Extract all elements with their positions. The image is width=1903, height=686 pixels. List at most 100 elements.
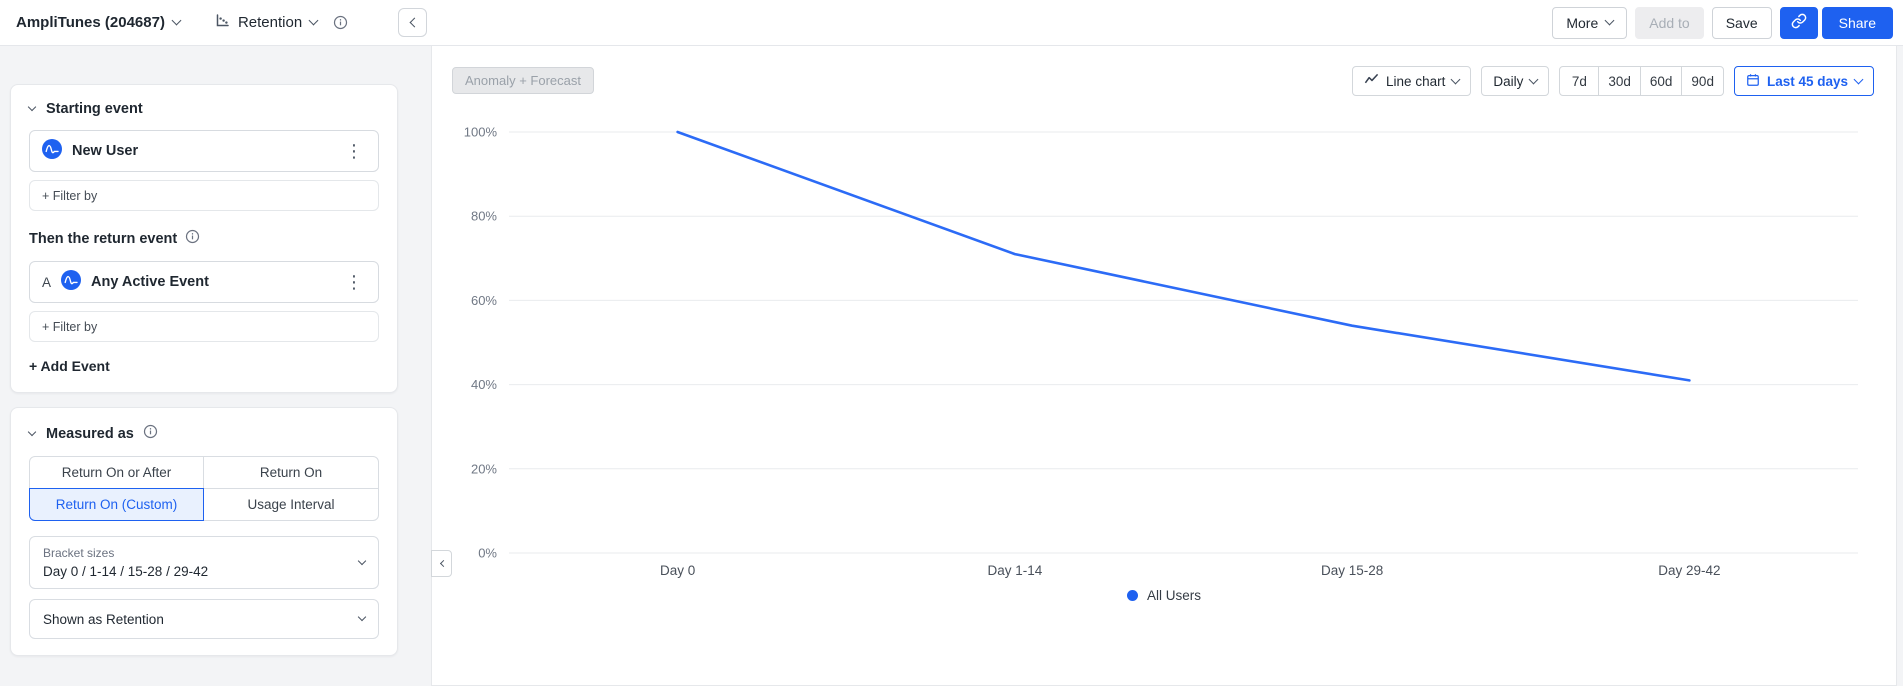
chevron-down-icon <box>357 612 367 622</box>
y-axis-tick-label: 0% <box>478 546 497 561</box>
save-button[interactable]: Save <box>1711 6 1772 39</box>
x-axis-tick-label: Day 1-14 <box>987 563 1042 578</box>
filter-by-label: + Filter by <box>42 319 98 334</box>
x-axis-tick-label: Day 0 <box>660 563 695 578</box>
add-event-button[interactable]: + Add Event <box>29 358 110 374</box>
analysis-type-label: Retention <box>237 14 303 31</box>
chevron-down-icon <box>1528 74 1539 84</box>
chart-type-label: Line chart <box>1386 73 1446 89</box>
amplitude-logo-icon <box>61 269 82 295</box>
measured-as-section-header[interactable]: Measured as <box>27 424 379 443</box>
info-icon[interactable] <box>333 15 348 30</box>
y-axis-tick-label: 40% <box>471 377 497 392</box>
chevron-down-icon <box>1604 15 1615 26</box>
y-axis-tick-label: 80% <box>471 209 497 224</box>
share-label: Share <box>1838 14 1876 31</box>
top-header: AmpliTunes (204687) Retention More Add t… <box>0 0 1903 46</box>
chart-controls: Line chart Daily 7d 30d 60d 90d Last 45 … <box>1352 66 1874 96</box>
anomaly-forecast-button[interactable]: Anomaly + Forecast <box>452 67 594 94</box>
chevron-left-icon <box>409 17 419 28</box>
starting-event-section-header[interactable]: Starting event <box>27 101 379 117</box>
quick-range-7d[interactable]: 7d <box>1559 66 1600 96</box>
shown-as-dropdown[interactable]: Shown as Retention <box>29 599 379 639</box>
date-range-dropdown[interactable]: Last 45 days <box>1733 66 1874 96</box>
return-event-name: Any Active Event <box>91 274 209 290</box>
chevron-down-icon <box>1450 74 1461 84</box>
quick-range-30d[interactable]: 30d <box>1598 66 1641 96</box>
retention-line-chart: 0% 20% 40% 60% 80% 100% Day 0 Day 1-14 Day 15-28… <box>454 125 1870 596</box>
return-event-section-header: Then the return event <box>29 229 379 248</box>
copy-link-button[interactable] <box>1779 6 1818 39</box>
measured-as-card: Measured as Return On or After Return On… <box>10 407 398 656</box>
chart-type-dropdown[interactable]: Line chart <box>1352 66 1472 96</box>
analysis-type-selector[interactable]: Retention <box>214 13 319 33</box>
amplitude-logo-icon <box>42 138 62 164</box>
share-button[interactable]: Share <box>1821 6 1893 39</box>
kebab-menu-icon[interactable]: ⋮ <box>345 141 363 161</box>
retention-icon <box>214 13 230 33</box>
project-name: AmpliTunes (204687) <box>16 14 165 31</box>
return-event-row[interactable]: A Any Active Event ⋮ <box>29 261 379 303</box>
measured-as-options: Return On or After Return On Return On (… <box>29 456 379 521</box>
chevron-down-icon <box>171 15 182 26</box>
y-axis-tick-label: 20% <box>471 461 497 476</box>
quick-range-90d[interactable]: 90d <box>1681 66 1724 96</box>
shown-as-value: Shown as Retention <box>43 611 164 627</box>
starting-event-filter-by[interactable]: + Filter by <box>29 180 379 211</box>
quick-range-60d[interactable]: 60d <box>1639 66 1683 96</box>
retention-chart-svg: 0% 20% 40% 60% 80% 100% Day 0 Day 1-14 Day 15-28… <box>464 125 1858 578</box>
info-icon[interactable] <box>185 229 200 248</box>
more-button[interactable]: More <box>1552 6 1628 39</box>
bracket-sizes-texts: Bracket sizes Day 0 / 1-14 / 15-28 / 29-… <box>43 546 208 579</box>
return-event-filter-by[interactable]: + Filter by <box>29 311 379 342</box>
info-icon[interactable] <box>143 424 158 443</box>
collapse-sidebar-button[interactable] <box>398 8 427 37</box>
legend-item-all-users[interactable]: All Users <box>1126 588 1201 603</box>
more-label: More <box>1566 14 1599 31</box>
starting-event-title: Starting event <box>46 101 143 117</box>
calendar-icon <box>1746 73 1760 90</box>
bracket-sizes-dropdown[interactable]: Bracket sizes Day 0 / 1-14 / 15-28 / 29-… <box>29 536 379 589</box>
event-letter: A <box>42 274 52 290</box>
measured-as-option-usage-interval[interactable]: Usage Interval <box>203 488 379 521</box>
bracket-sizes-label: Bracket sizes <box>43 546 115 560</box>
header-actions: More Add to Save Share <box>1552 6 1903 39</box>
legend-dot <box>1126 590 1138 601</box>
save-label: Save <box>1725 14 1758 31</box>
chevron-down-icon <box>357 556 367 565</box>
quick-range-group: 7d 30d 60d 90d <box>1559 66 1724 96</box>
return-event-title: Then the return event <box>29 230 178 247</box>
granularity-dropdown[interactable]: Daily <box>1481 66 1550 96</box>
legend-label: All Users <box>1146 588 1201 603</box>
retention-line-series[interactable] <box>676 130 1691 382</box>
chevron-down-icon <box>1853 74 1864 84</box>
add-to-button[interactable]: Add to <box>1635 6 1704 39</box>
y-axis-tick-label: 60% <box>471 293 497 308</box>
collapse-chart-panel-button[interactable] <box>431 550 452 577</box>
measured-as-option-return-on[interactable]: Return On <box>203 456 379 489</box>
chevron-left-icon <box>439 559 447 568</box>
header-left-group: AmpliTunes (204687) Retention <box>0 13 348 33</box>
query-sidebar: Starting event New User ⋮ + Filter by Th… <box>10 84 398 656</box>
measured-as-option-return-on-custom[interactable]: Return On (Custom) <box>29 488 204 521</box>
chevron-down-icon <box>308 15 319 26</box>
line-chart-icon <box>1364 72 1379 90</box>
chevron-down-icon <box>27 427 37 436</box>
measured-as-title: Measured as <box>46 425 134 442</box>
add-to-label: Add to <box>1649 14 1690 31</box>
x-axis-tick-label: Day 29-42 <box>1658 563 1720 578</box>
events-card: Starting event New User ⋮ + Filter by Th… <box>10 84 398 393</box>
chart-legend: All Users <box>432 588 1896 603</box>
chart-panel: Anomaly + Forecast Line chart Daily 7d 3… <box>431 46 1897 686</box>
granularity-label: Daily <box>1493 73 1524 89</box>
bracket-sizes-value: Day 0 / 1-14 / 15-28 / 29-42 <box>43 564 209 579</box>
starting-event-row[interactable]: New User ⋮ <box>29 130 379 172</box>
starting-event-name: New User <box>72 143 139 159</box>
link-icon <box>1791 13 1807 32</box>
project-selector[interactable]: AmpliTunes (204687) <box>16 14 182 31</box>
x-axis-tick-label: Day 15-28 <box>1321 563 1383 578</box>
measured-as-option-return-on-or-after[interactable]: Return On or After <box>29 456 204 489</box>
filter-by-label: + Filter by <box>42 188 98 203</box>
date-range-label: Last 45 days <box>1766 73 1848 89</box>
kebab-menu-icon[interactable]: ⋮ <box>345 272 363 292</box>
